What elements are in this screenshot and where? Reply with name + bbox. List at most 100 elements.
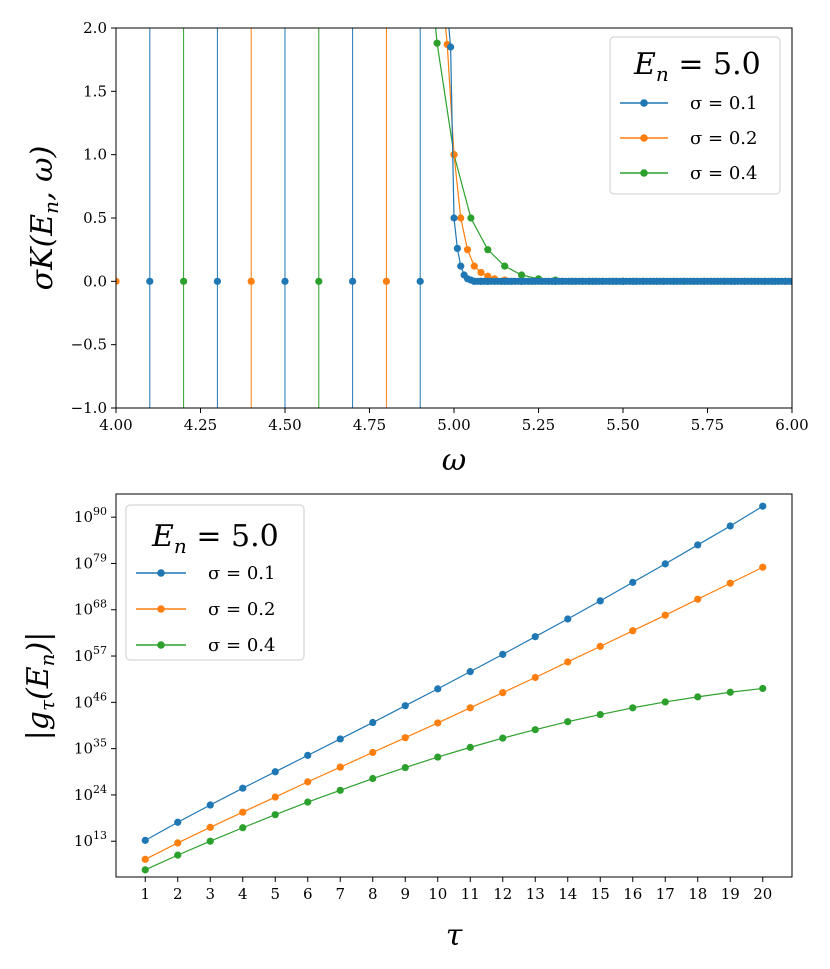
bottom-data-point [206, 837, 214, 845]
top-x-tick-label: 6.00 [775, 416, 808, 434]
bottom-y-tick-label: 1079 [74, 551, 107, 572]
top-y-tick-label: −1.0 [71, 399, 107, 417]
top-x-tick-label: 4.25 [184, 416, 217, 434]
top-data-point [315, 277, 323, 285]
top-y-axis-label: σK(En, ω) [25, 146, 63, 291]
top-legend-entries: σ = 0.1 σ = 0.2 σ = 0.4 [620, 93, 757, 184]
top-data-point [501, 262, 509, 270]
bottom-data-point [434, 753, 442, 761]
top-x-tick-label: 5.75 [691, 416, 724, 434]
bottom-data-point [694, 693, 702, 701]
bottom-data-point [629, 578, 637, 586]
top-legend-marker [640, 99, 648, 107]
bottom-legend-box [125, 504, 305, 661]
top-x-ticks: 4.00 4.25 4.50 4.75 5.00 5.25 5.50 5.75 6.00 [99, 408, 809, 434]
top-y-ticks: −1.0 −0.5 0.0 0.5 1.0 1.5 2.0 [71, 19, 116, 417]
bottom-data-point [271, 793, 279, 801]
bottom-legend-marker [157, 569, 165, 577]
top-legend-title: En = 5.0 [633, 47, 761, 86]
top-x-tick-label: 4.00 [99, 416, 132, 434]
bottom-x-axis-label: τ [446, 918, 463, 953]
top-data-point [116, 277, 120, 285]
bottom-data-point [629, 704, 637, 712]
bottom-y-tick-label: 1035 [74, 737, 107, 758]
bottom-data-point [336, 735, 344, 743]
bottom-data-point [239, 784, 247, 792]
bottom-x-tick-label: 11 [461, 885, 480, 903]
bottom-data-point [531, 673, 539, 682]
bottom-data-point [141, 836, 149, 844]
top-entry-line [434, 28, 438, 44]
top-legend-box [609, 36, 781, 195]
bottom-legend-entries: σ = 0.1 σ = 0.2 σ = 0.4 [136, 563, 275, 656]
bottom-series-line [144, 505, 764, 841]
bottom-plot-frame [115, 493, 793, 878]
bottom-x-tick-label: 16 [623, 885, 642, 903]
bottom-data-point [759, 684, 767, 693]
bottom-x-tick-label: 3 [205, 885, 215, 903]
bottom-data-point [369, 718, 377, 727]
bottom-data-point [369, 774, 377, 783]
bottom-x-tick-label: 17 [656, 885, 675, 903]
bottom-x-tick-label: 2 [173, 885, 183, 903]
bottom-data-point [466, 743, 474, 751]
bottom-x-tick-label: 10 [428, 885, 447, 903]
bottom-legend-label: σ = 0.4 [208, 635, 275, 656]
bottom-data-point [141, 866, 149, 874]
top-data-point [349, 277, 357, 285]
bottom-data-point [759, 563, 767, 571]
bottom-data-point [759, 502, 767, 510]
top-data-point [416, 277, 424, 285]
bottom-data-point [531, 633, 539, 641]
top-y-tick-label: 0.0 [83, 272, 107, 290]
bottom-data-point [174, 818, 182, 826]
bottom-data-point [304, 778, 312, 786]
bottom-x-tick-label: 13 [526, 885, 545, 903]
bottom-legend-marker [157, 641, 165, 649]
top-x-tick-label: 4.75 [353, 416, 386, 434]
bottom-data-point [726, 688, 734, 696]
top-data-point [146, 277, 154, 285]
top-legend-marker [640, 169, 648, 177]
top-data-point [450, 151, 458, 159]
bottom-data-point [694, 541, 702, 549]
top-data-point [470, 262, 478, 270]
bottom-data-point [304, 798, 312, 806]
bottom-data-point [661, 611, 669, 619]
top-legend-marker [640, 134, 648, 142]
top-legend-label: σ = 0.4 [690, 163, 757, 184]
bottom-legend-label: σ = 0.2 [208, 599, 275, 620]
bottom-data-point [304, 751, 312, 759]
bottom-x-tick-label: 12 [493, 885, 512, 903]
top-data-point [213, 277, 221, 285]
top-x-tick-label: 4.50 [268, 416, 301, 434]
top-y-tick-label: −0.5 [71, 336, 107, 354]
bottom-data-point [531, 726, 539, 734]
bottom-x-tick-label: 15 [591, 885, 610, 903]
top-data-point [463, 246, 472, 254]
bottom-data-point [206, 801, 214, 809]
bottom-data-point [401, 702, 409, 710]
top-y-tick-label: 1.0 [83, 146, 107, 164]
bottom-data-point [369, 748, 377, 757]
top-data-point [433, 39, 441, 47]
bottom-data-point [174, 851, 182, 859]
bottom-data-point [434, 719, 442, 727]
top-y-tick-label: 1.5 [83, 82, 107, 100]
bottom-series-group [141, 502, 767, 874]
bottom-data-point [466, 704, 474, 712]
bottom-series-line [144, 566, 764, 860]
top-series-sigma-0-1 [146, 28, 792, 408]
bottom-y-tick-label: 1090 [74, 505, 107, 526]
bottom-data-point [499, 734, 507, 742]
bottom-x-tick-label: 9 [400, 885, 410, 903]
top-legend-label: σ = 0.1 [690, 93, 757, 114]
bottom-data-point [694, 595, 702, 603]
bottom-data-point [239, 824, 247, 832]
bottom-data-point [629, 627, 637, 635]
bottom-data-point [466, 668, 474, 676]
bottom-x-tick-label: 5 [270, 885, 280, 903]
bottom-data-point [596, 642, 604, 650]
bottom-x-ticks: 1 2 3 4 5 6 7 8 9 10 11 12 13 14 15 16 17 18 19 20 [140, 877, 772, 903]
